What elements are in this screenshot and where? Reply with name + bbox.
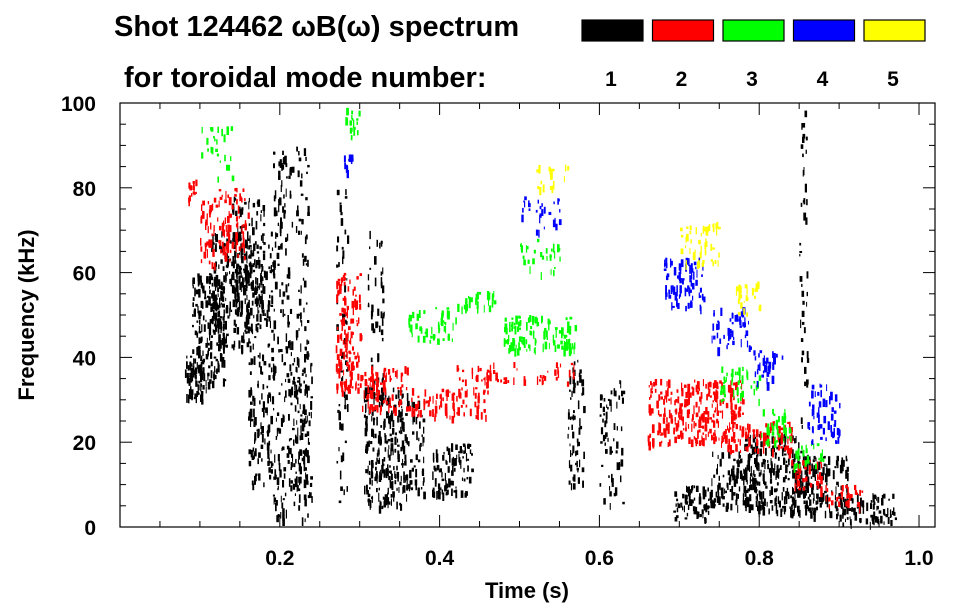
mode-3-blob-3 (520, 238, 561, 280)
mode-1-blob-7 (295, 146, 311, 526)
chart-title-line2: for toroidal mode number: (124, 62, 487, 94)
mode-2-blob-5 (456, 362, 575, 389)
mode-2-blob-9 (825, 484, 864, 514)
mode-4-blob-3 (807, 383, 841, 445)
y-tick-label: 0 (84, 517, 96, 540)
mode-1-blob-14 (599, 380, 626, 510)
mode-2-blob-6 (647, 378, 745, 451)
mode-1-series (184, 110, 897, 530)
mode-5-blob-1 (735, 281, 762, 317)
mode-3-blob-5 (761, 408, 792, 448)
mode-2-blob-1 (200, 187, 250, 271)
x-tick-label: 0.2 (265, 547, 294, 570)
mode-3-blob-8 (201, 126, 235, 183)
mode-1-blob-15 (673, 485, 713, 524)
mode-3-blob-6 (793, 443, 825, 473)
mode-4-blob-4 (521, 196, 562, 238)
legend-swatch-3 (722, 19, 785, 42)
y-ticks: 0 20 40 60 80 100 (61, 93, 935, 540)
mode-2-blob-4 (408, 387, 489, 424)
mode-4-series (343, 154, 841, 445)
x-ticks: 0.2 0.4 0.6 0.8 1.0 (159, 103, 934, 570)
mode-3-blob-0 (408, 307, 457, 345)
mode-1-blob-5 (271, 150, 295, 526)
legend-label-3: 3 (746, 68, 758, 91)
mode-3-blob-1 (457, 291, 497, 315)
mode-1-blob-12 (432, 443, 474, 501)
mode-1-blob-10 (367, 230, 385, 402)
y-tick-label: 20 (73, 432, 96, 455)
mode-3-blob-7 (345, 107, 361, 141)
mode-5-blob-0 (680, 221, 721, 271)
mode-4-blob-1 (711, 307, 752, 357)
mode-3-series (201, 107, 825, 473)
mode-2-blob-7 (727, 421, 793, 459)
spectrum-data (184, 107, 897, 530)
mode-2-blob-3 (359, 366, 411, 416)
mode-1-blob-6 (292, 357, 313, 507)
legend-swatch-4 (792, 19, 856, 42)
legend-label-2: 2 (676, 68, 688, 91)
mode-4-blob-5 (343, 154, 354, 179)
mode-2-blob-2 (335, 272, 363, 397)
y-tick-label: 40 (73, 347, 96, 370)
mode-4-blob-2 (753, 350, 784, 391)
mode-5-blob-2 (536, 164, 570, 196)
legend-swatch-2 (651, 19, 715, 42)
x-tick-label: 1.0 (904, 547, 933, 570)
x-tick-label: 0.8 (745, 547, 775, 570)
mode-5-series (536, 164, 762, 317)
legend-label-1: 1 (605, 68, 617, 91)
y-tick-label: 60 (73, 263, 96, 286)
legend-swatch-5 (863, 19, 926, 42)
legend-swatch-1 (581, 19, 644, 42)
mode-1-blob-1 (192, 273, 227, 390)
mode-2-blob-0 (188, 179, 198, 207)
x-tick-label: 0.6 (585, 547, 614, 570)
legend-label-5: 5 (887, 68, 899, 91)
chart-title-line1: Shot 124462 ωB(ω) spectrum (114, 11, 519, 43)
mode-1-blob-11 (408, 400, 426, 500)
y-tick-label: 80 (73, 178, 96, 201)
mode-1-blob-0 (184, 349, 210, 405)
mode-2-series (188, 179, 864, 514)
x-tick-label: 0.4 (425, 547, 455, 570)
legend: 1 2 3 4 5 (581, 19, 926, 91)
y-axis-title: Frequency (kHz) (14, 229, 39, 400)
axes: 0.2 0.4 0.6 0.8 1.0 0 20 40 60 80 100 (61, 93, 936, 570)
legend-label-4: 4 (817, 68, 829, 91)
plot-area (184, 107, 897, 530)
mode-1-blob-13 (567, 359, 586, 491)
y-tick-label: 100 (61, 93, 96, 116)
mode-1-blob-19 (839, 493, 897, 530)
x-axis-title: Time (s) (485, 578, 569, 603)
mode-3-blob-2 (503, 315, 578, 357)
mode-4-blob-0 (663, 257, 706, 315)
mode-1-blob-4 (248, 231, 275, 491)
